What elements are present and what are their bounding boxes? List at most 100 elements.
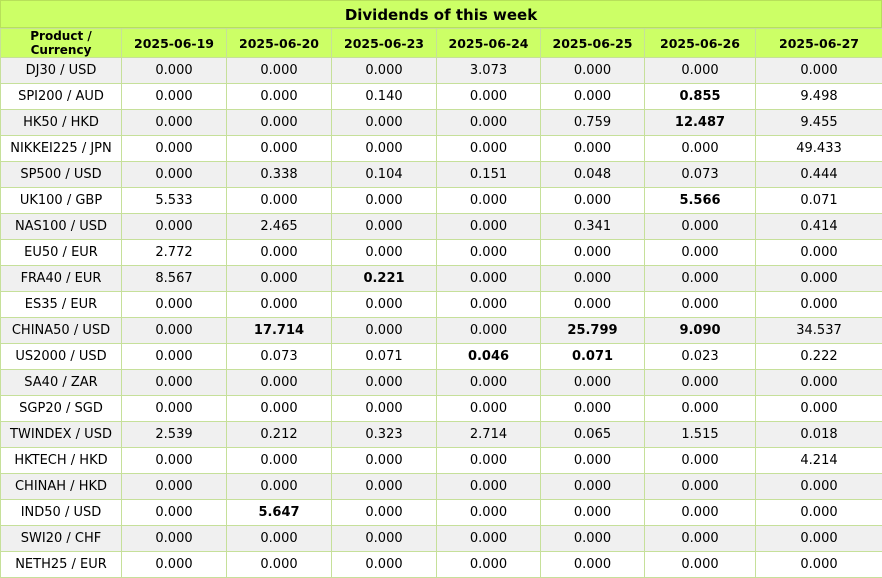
- header-date: 2025-06-19: [122, 29, 227, 58]
- dividend-value-cell: 0.341: [541, 214, 645, 240]
- dividend-value-cell: 0.065: [541, 422, 645, 448]
- dividend-value-cell: 0.000: [541, 474, 645, 500]
- dividend-value-cell: 0.071: [332, 344, 437, 370]
- dividend-value-cell: 0.000: [756, 240, 882, 266]
- dividends-table: Product / Currency 2025-06-19 2025-06-20…: [0, 28, 882, 578]
- dividend-value-cell: 0.000: [437, 214, 541, 240]
- dividend-value-cell: 0.000: [122, 136, 227, 162]
- dividend-value-cell: 1.515: [645, 422, 756, 448]
- dividend-value-cell: 0.000: [122, 58, 227, 84]
- product-cell: UK100 / GBP: [1, 188, 122, 214]
- dividend-value-cell: 0.000: [227, 370, 332, 396]
- product-cell: ES35 / EUR: [1, 292, 122, 318]
- dividend-value-cell: 0.000: [645, 396, 756, 422]
- dividend-value-cell: 0.000: [645, 500, 756, 526]
- dividend-value-cell: 5.533: [122, 188, 227, 214]
- dividend-value-cell: 0.212: [227, 422, 332, 448]
- header-date: 2025-06-24: [437, 29, 541, 58]
- dividend-value-cell: 0.000: [122, 318, 227, 344]
- dividend-value-cell: 0.000: [645, 214, 756, 240]
- dividend-value-cell: 2.714: [437, 422, 541, 448]
- product-cell: CHINAH / HKD: [1, 474, 122, 500]
- dividend-value-cell: 2.772: [122, 240, 227, 266]
- dividend-value-cell: 0.000: [332, 136, 437, 162]
- product-cell: SA40 / ZAR: [1, 370, 122, 396]
- dividend-value-cell: 0.000: [437, 292, 541, 318]
- dividend-value-cell: 0.000: [437, 110, 541, 136]
- dividend-value-cell: 0.000: [332, 448, 437, 474]
- dividend-value-cell: 0.000: [122, 214, 227, 240]
- dividend-value-cell: 9.090: [645, 318, 756, 344]
- dividend-value-cell: 0.000: [332, 526, 437, 552]
- dividend-value-cell: 0.000: [645, 552, 756, 578]
- dividend-value-cell: 0.000: [756, 500, 882, 526]
- dividend-value-cell: 0.000: [645, 240, 756, 266]
- dividend-value-cell: 0.104: [332, 162, 437, 188]
- dividend-value-cell: 0.000: [227, 84, 332, 110]
- dividend-value-cell: 0.000: [122, 110, 227, 136]
- dividend-value-cell: 0.000: [122, 526, 227, 552]
- product-cell: DJ30 / USD: [1, 58, 122, 84]
- dividend-value-cell: 0.000: [227, 526, 332, 552]
- dividend-value-cell: 4.214: [756, 448, 882, 474]
- product-cell: SGP20 / SGD: [1, 396, 122, 422]
- dividend-value-cell: 0.048: [541, 162, 645, 188]
- dividend-value-cell: 0.000: [541, 84, 645, 110]
- dividend-value-cell: 0.000: [122, 552, 227, 578]
- dividend-value-cell: 0.000: [437, 136, 541, 162]
- dividend-value-cell: 0.000: [437, 396, 541, 422]
- dividend-value-cell: 0.000: [332, 500, 437, 526]
- dividend-value-cell: 8.567: [122, 266, 227, 292]
- header-date: 2025-06-27: [756, 29, 882, 58]
- dividend-value-cell: 0.000: [122, 396, 227, 422]
- dividend-value-cell: 0.000: [645, 136, 756, 162]
- header-date: 2025-06-20: [227, 29, 332, 58]
- dividend-value-cell: 0.000: [437, 266, 541, 292]
- dividend-value-cell: 0.000: [227, 396, 332, 422]
- dividend-value-cell: 0.000: [645, 474, 756, 500]
- dividend-value-cell: 0.000: [227, 58, 332, 84]
- header-product: Product / Currency: [1, 29, 122, 58]
- dividend-value-cell: 0.000: [541, 292, 645, 318]
- dividend-value-cell: 0.000: [122, 500, 227, 526]
- product-cell: US2000 / USD: [1, 344, 122, 370]
- product-cell: HKTECH / HKD: [1, 448, 122, 474]
- dividend-value-cell: 0.000: [332, 214, 437, 240]
- dividend-value-cell: 0.414: [756, 214, 882, 240]
- dividend-value-cell: 0.000: [645, 58, 756, 84]
- dividend-value-cell: 0.000: [437, 370, 541, 396]
- dividend-value-cell: 0.000: [437, 240, 541, 266]
- dividend-value-cell: 0.000: [437, 500, 541, 526]
- product-cell: HK50 / HKD: [1, 110, 122, 136]
- dividend-value-cell: 0.855: [645, 84, 756, 110]
- dividend-value-cell: 0.000: [541, 266, 645, 292]
- dividend-value-cell: 0.000: [122, 448, 227, 474]
- dividend-value-cell: 0.000: [332, 474, 437, 500]
- dividend-value-cell: 0.000: [645, 526, 756, 552]
- dividend-value-cell: 0.000: [756, 526, 882, 552]
- dividend-value-cell: 0.000: [756, 370, 882, 396]
- dividend-value-cell: 0.000: [437, 84, 541, 110]
- dividend-value-cell: 0.444: [756, 162, 882, 188]
- dividend-value-cell: 0.000: [541, 370, 645, 396]
- product-cell: NIKKEI225 / JPN: [1, 136, 122, 162]
- dividend-value-cell: 0.000: [437, 552, 541, 578]
- dividend-value-cell: 0.000: [437, 318, 541, 344]
- product-cell: NETH25 / EUR: [1, 552, 122, 578]
- dividend-value-cell: 25.799: [541, 318, 645, 344]
- dividend-value-cell: 0.323: [332, 422, 437, 448]
- dividend-value-cell: 0.046: [437, 344, 541, 370]
- product-cell: EU50 / EUR: [1, 240, 122, 266]
- dividend-value-cell: 0.000: [122, 344, 227, 370]
- table-title: Dividends of this week: [0, 0, 882, 28]
